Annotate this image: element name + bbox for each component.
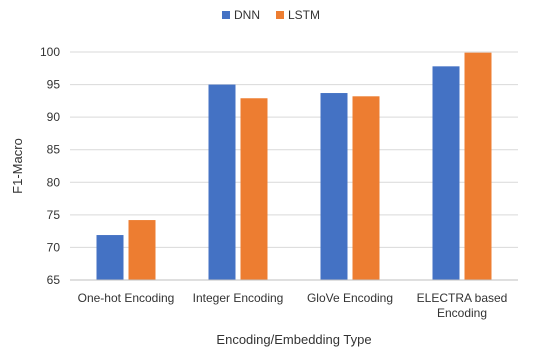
y-tick-label: 90	[47, 110, 61, 124]
y-tick-label: 65	[47, 273, 61, 287]
x-tick-label: One-hot Encoding	[78, 291, 175, 305]
y-axis-ticks: 65 70 75 80 85 90 95 100	[40, 45, 60, 287]
x-tick-label-line: Encoding	[437, 306, 487, 320]
y-tick-label: 70	[47, 240, 61, 254]
legend-label-lstm: LSTM	[288, 8, 320, 22]
y-axis-label: F1-Macro	[10, 138, 25, 194]
bar-lstm-0	[128, 220, 156, 280]
bar-dnn-0	[96, 235, 124, 280]
x-tick-label-line: One-hot Encoding	[78, 291, 175, 305]
x-axis-label: Encoding/Embedding Type	[216, 332, 371, 347]
bar-dnn-2	[320, 93, 348, 280]
bar-dnn-3	[432, 66, 460, 281]
x-tick-label: GloVe Encoding	[307, 291, 393, 305]
bar-lstm-1	[240, 98, 268, 280]
x-tick-label-line: Integer Encoding	[193, 291, 284, 305]
legend-swatch-dnn	[222, 11, 230, 19]
bars	[96, 52, 492, 281]
legend-swatch-lstm	[276, 11, 284, 19]
y-tick-label: 100	[40, 45, 60, 59]
gridlines	[70, 51, 518, 248]
bar-lstm-2	[352, 96, 380, 280]
bar-dnn-1	[208, 84, 236, 280]
x-tick-label-line: GloVe Encoding	[307, 291, 393, 305]
x-tick-label: Integer Encoding	[193, 291, 284, 305]
y-tick-label: 75	[47, 208, 61, 222]
y-tick-label: 80	[47, 175, 61, 189]
x-tick-label-line: ELECTRA based	[417, 291, 508, 305]
y-tick-label: 85	[47, 143, 61, 157]
y-tick-label: 95	[47, 78, 61, 92]
x-axis-ticks: One-hot Encoding Integer Encoding GloVe En…	[78, 291, 508, 320]
legend-label-dnn: DNN	[234, 8, 260, 22]
legend: DNN LSTM	[222, 8, 320, 22]
bar-lstm-3	[464, 52, 492, 280]
